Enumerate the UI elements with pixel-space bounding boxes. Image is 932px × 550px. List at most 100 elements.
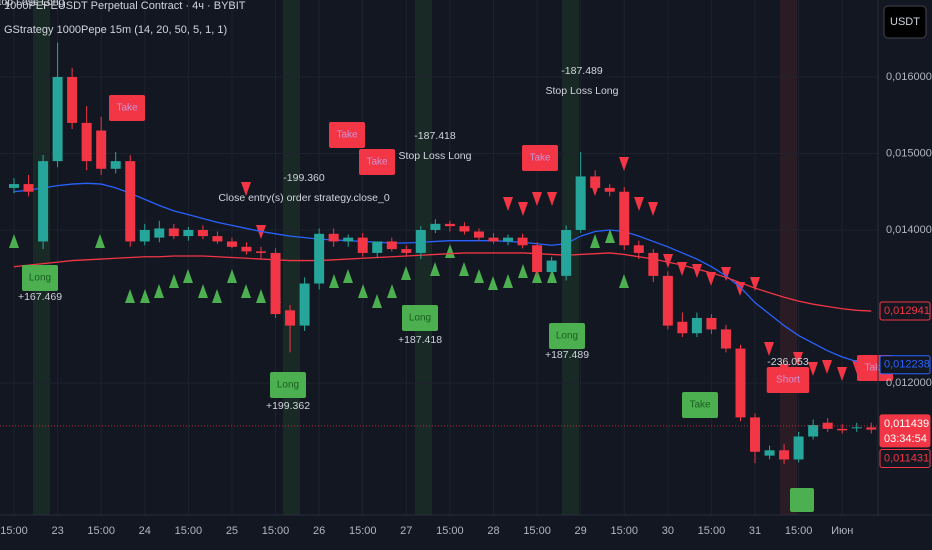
signal-up	[474, 269, 484, 283]
band	[415, 0, 432, 515]
signal-down	[547, 192, 557, 206]
candle-body	[779, 450, 790, 460]
candle-body	[691, 317, 702, 334]
annotation-text: Close entry(s) order strategy.close_0	[218, 192, 390, 204]
candle-body	[256, 251, 267, 253]
signal-down	[822, 360, 832, 374]
candle-body	[270, 252, 281, 315]
annotation-text: Stop Loss Long	[399, 150, 472, 162]
candle-body	[808, 425, 819, 437]
signal-up	[9, 234, 19, 248]
signal-up	[605, 229, 615, 243]
annotation-text: Stop Loss Long	[546, 85, 619, 97]
x-tick-label: 30	[662, 525, 674, 537]
candle-body	[735, 348, 746, 418]
candle-body	[720, 329, 731, 349]
y-tick-label: 0,015000	[886, 147, 932, 159]
annotation-box	[766, 367, 810, 393]
candle-body	[154, 228, 165, 238]
candle-body	[706, 317, 717, 330]
currency-button-label[interactable]: USDT	[890, 16, 920, 28]
signal-down	[808, 362, 818, 376]
signal-up	[372, 294, 382, 308]
signal-down	[241, 182, 251, 196]
annotation-box	[402, 305, 438, 331]
signal-down	[634, 197, 644, 211]
indicator-title: GStrategy 1000Pepe 15m (14, 20, 50, 5, 1…	[4, 24, 227, 36]
candle-body	[488, 237, 499, 242]
y-tick-label: 0,014000	[886, 224, 932, 236]
signal-up	[154, 284, 164, 298]
candle-body	[561, 229, 572, 276]
candle-body	[546, 260, 557, 273]
signal-down	[764, 342, 774, 356]
candle-body	[96, 130, 107, 169]
candle-body	[386, 241, 397, 250]
price-badge	[879, 448, 931, 468]
signal-up	[256, 289, 266, 303]
candle-body	[9, 184, 19, 188]
signal-down	[750, 277, 760, 291]
currency-button[interactable]	[883, 5, 927, 39]
annotation-text: -187.489	[561, 65, 603, 77]
x-tick-label: 15:00	[262, 525, 290, 537]
signal-up	[358, 284, 368, 298]
signal-down	[692, 264, 702, 278]
candle-body	[662, 275, 673, 326]
candle-body	[401, 249, 412, 253]
annotation-text: +187.418	[398, 334, 442, 346]
annotation-box	[549, 323, 585, 349]
y-tick-label: 0,012000	[886, 377, 932, 389]
candle-body	[241, 246, 252, 252]
x-tick-label: 31	[749, 525, 761, 537]
annotation-label: Short	[776, 375, 800, 386]
x-tick-label: Июн	[831, 525, 853, 537]
x-tick-label: 15:00	[87, 525, 115, 537]
annotation-label: Take	[689, 400, 711, 411]
candle-body	[677, 321, 688, 334]
candle-body	[517, 237, 528, 246]
candle-body	[285, 310, 296, 326]
signal-up	[401, 266, 411, 280]
symbol-title: 1000PEPEUSDT Perpetual Contract · 4ч · B…	[4, 0, 246, 12]
candle-body	[81, 122, 92, 162]
candle-body	[764, 450, 775, 456]
x-tick-label: 15:00	[349, 525, 377, 537]
annotations: Stop Loss Long Long +167.469 -199.360 Close …	[0, 0, 893, 512]
candle-body	[866, 427, 877, 430]
candle-body	[604, 187, 615, 192]
signal-up	[547, 269, 557, 283]
candle-body	[139, 229, 150, 242]
signal-up	[169, 274, 179, 288]
candle-body	[415, 229, 426, 253]
x-tick-label: 27	[400, 525, 412, 537]
signal-down	[837, 367, 847, 381]
price-badge	[879, 355, 931, 375]
candle-body	[52, 76, 63, 162]
signal-up	[619, 274, 629, 288]
candle-body	[67, 76, 78, 123]
signal-down	[619, 157, 629, 171]
signal-up	[590, 234, 600, 248]
x-tick-label: 28	[487, 525, 499, 537]
axes: 0,016000 0,015000 0,014000 0,012000 15:00 23 1…	[0, 71, 932, 537]
candle-body	[23, 184, 34, 192]
candle-body	[212, 236, 223, 242]
signal-down	[503, 197, 513, 211]
annotation-text: Stop Loss Long	[0, 0, 65, 8]
candle-body	[430, 223, 441, 230]
annotation-box	[790, 488, 814, 512]
y-tick-label: 0,016000	[886, 71, 932, 83]
price-badge-label: 0,012238	[884, 359, 930, 371]
x-tick-label: 24	[139, 525, 151, 537]
signal-up	[212, 289, 222, 303]
candle-body	[459, 226, 470, 232]
candle-body	[633, 245, 644, 253]
x-tick-label: 15:00	[610, 525, 638, 537]
signal-down	[721, 267, 731, 281]
x-tick-label: 25	[226, 525, 238, 537]
annotation-text: +167.469	[18, 291, 62, 303]
annotation-label: Long	[556, 331, 578, 342]
signal-up	[445, 244, 455, 258]
